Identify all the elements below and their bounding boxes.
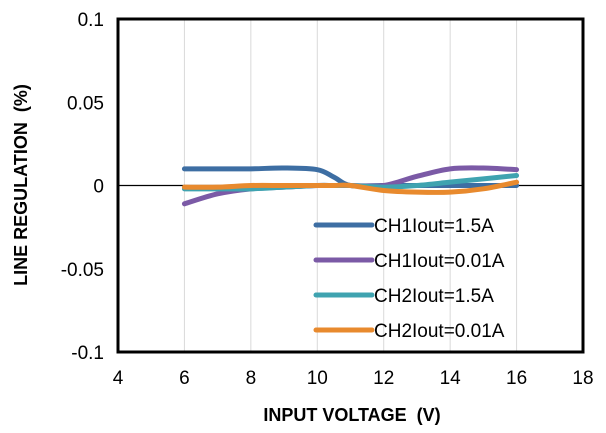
x-tick-label: 18 (572, 368, 593, 389)
x-tick-label: 8 (246, 368, 257, 389)
y-tick-label: -0.1 (71, 343, 104, 364)
series-line-1 (181, 165, 520, 189)
x-tick-label: 16 (506, 368, 527, 389)
y-axis-label: LINE REGULATION (%) (11, 84, 31, 286)
y-tick-label: 0.1 (78, 10, 104, 31)
legend-label-2: CH1Iout=0.01A (374, 251, 505, 272)
series-lines (181, 165, 520, 207)
legend-label-1: CH1Iout=1.5A (374, 216, 494, 237)
y-tick-label: 0.05 (67, 93, 104, 114)
legend-label-4: CH2Iout=0.01A (374, 321, 505, 342)
x-tick-label: 4 (113, 368, 124, 389)
plot-area-frame (116, 17, 585, 354)
legend-label-3: CH2Iout=1.5A (374, 286, 494, 307)
legend: CH1Iout=1.5A CH1Iout=0.01A CH2Iout=1.5A CH2… (313, 216, 505, 342)
x-tick-label: 10 (307, 368, 328, 389)
tick-labels: 4 6 8 10 12 14 16 18 -0.1 -0.05 0 0.05 0.1 (61, 10, 594, 389)
y-tick-label: 0 (93, 177, 104, 198)
x-tick-label: 14 (440, 368, 462, 389)
series-line-4 (181, 179, 520, 195)
x-axis-label: INPUT VOLTAGE (V) (263, 405, 440, 425)
x-tick-label: 6 (179, 368, 190, 389)
x-tick-label: 12 (373, 368, 394, 389)
y-tick-label: -0.05 (61, 260, 104, 281)
